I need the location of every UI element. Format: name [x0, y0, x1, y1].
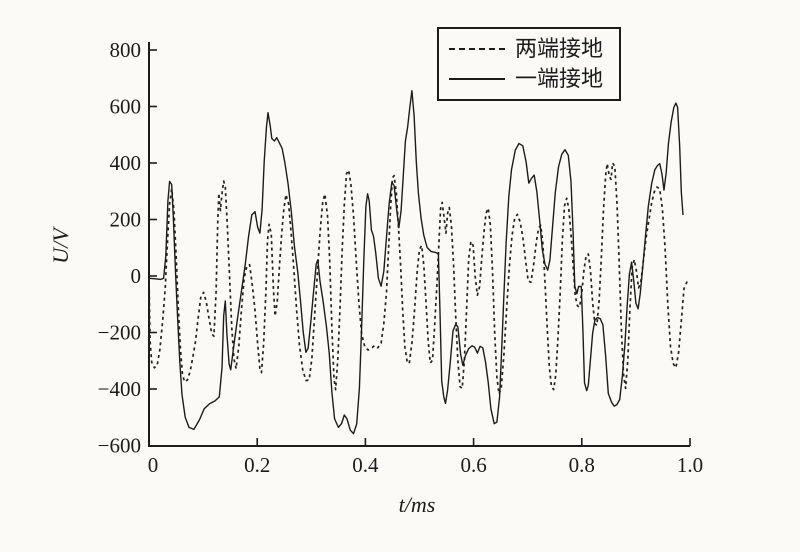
y-axis: 800 600 400 200 0 −200 −400 −600 [98, 38, 157, 458]
y-tick-label: −400 [98, 377, 141, 401]
y-tick-labels: 800 600 400 200 0 −200 −400 −600 [98, 38, 141, 458]
legend-label-solid: 一端接地 [515, 65, 604, 91]
y-axis-title: U/V [48, 226, 73, 264]
legend-label-dashed: 两端接地 [515, 36, 604, 62]
x-tick-label: 0.4 [352, 453, 379, 477]
y-tick-label: −200 [98, 321, 141, 345]
legend-item-dashed: 两端接地 [449, 38, 613, 60]
y-tick-label: 600 [110, 95, 142, 119]
series-dashed-line [148, 162, 690, 395]
x-tick-label: 0.2 [244, 453, 270, 477]
x-axis-title: t/ms [399, 492, 436, 517]
x-tick-labels: 0 0.2 0.4 0.6 0.8 1.0 [148, 453, 703, 477]
x-tick-label: 0 [148, 453, 159, 477]
y-tick-label: 800 [110, 38, 142, 62]
y-tick-label: 200 [110, 208, 142, 232]
legend-item-solid: 一端接地 [449, 65, 613, 91]
x-axis: 0 0.2 0.4 0.6 0.8 1.0 [148, 438, 703, 477]
solid-line-sample [449, 77, 505, 80]
series-solid-line [148, 89, 684, 435]
y-tick-label: 0 [131, 264, 142, 288]
y-tick-label: 400 [110, 151, 142, 175]
dashed-line-sample [449, 48, 505, 51]
legend: 两端接地 一端接地 [437, 27, 621, 101]
x-tick-label: 1.0 [677, 453, 703, 477]
x-tick-label: 0.6 [460, 453, 486, 477]
y-ticks [149, 49, 157, 390]
x-tick-label: 0.8 [569, 453, 595, 477]
y-tick-label: −600 [98, 434, 141, 458]
x-ticks [256, 438, 691, 446]
